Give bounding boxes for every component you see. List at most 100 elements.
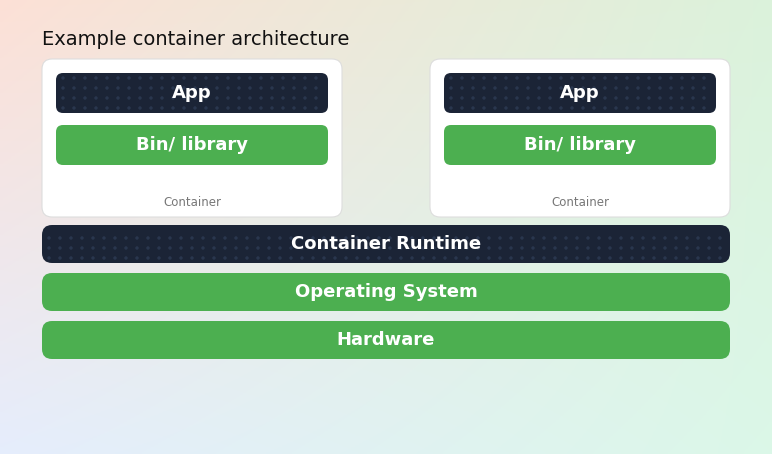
Circle shape [169,257,171,259]
Circle shape [117,77,119,79]
Circle shape [216,97,218,99]
Circle shape [114,247,116,249]
Circle shape [246,257,248,259]
Circle shape [95,87,97,89]
Circle shape [315,97,317,99]
Circle shape [293,77,295,79]
Circle shape [549,97,551,99]
Circle shape [703,107,705,109]
Circle shape [224,257,226,259]
Circle shape [158,257,160,259]
Circle shape [172,77,174,79]
Circle shape [598,237,600,239]
Circle shape [271,97,273,99]
Circle shape [472,107,474,109]
Circle shape [455,247,457,249]
Circle shape [400,247,402,249]
Circle shape [312,257,314,259]
Circle shape [466,237,468,239]
Circle shape [571,77,573,79]
Circle shape [593,87,595,89]
Circle shape [587,257,589,259]
Circle shape [521,257,523,259]
Circle shape [510,247,512,249]
Circle shape [95,97,97,99]
Circle shape [183,77,185,79]
Circle shape [117,97,119,99]
Circle shape [681,107,683,109]
Circle shape [183,87,185,89]
Circle shape [648,107,650,109]
Circle shape [345,237,347,239]
Circle shape [686,257,688,259]
Circle shape [224,237,226,239]
Circle shape [615,107,617,109]
Circle shape [494,107,496,109]
Circle shape [161,107,163,109]
Circle shape [648,77,650,79]
Circle shape [191,257,193,259]
Circle shape [571,87,573,89]
Circle shape [169,237,171,239]
Circle shape [560,77,562,79]
Circle shape [103,257,105,259]
Circle shape [106,107,108,109]
Circle shape [642,237,644,239]
Circle shape [150,77,152,79]
Circle shape [450,97,452,99]
Circle shape [92,237,94,239]
Circle shape [227,77,229,79]
Circle shape [172,107,174,109]
Circle shape [304,107,306,109]
Circle shape [708,237,710,239]
Circle shape [92,257,94,259]
Circle shape [571,107,573,109]
Circle shape [169,247,171,249]
FancyBboxPatch shape [56,73,328,113]
Circle shape [128,77,130,79]
Circle shape [202,247,204,249]
Circle shape [257,237,259,239]
Text: Operating System: Operating System [295,283,477,301]
Circle shape [631,257,633,259]
Circle shape [554,247,556,249]
Circle shape [692,107,694,109]
Circle shape [84,87,86,89]
Circle shape [389,257,391,259]
Text: Container: Container [551,197,609,209]
Circle shape [505,77,507,79]
Circle shape [653,247,655,249]
Circle shape [301,237,303,239]
Circle shape [637,87,639,89]
Circle shape [202,237,204,239]
FancyBboxPatch shape [444,73,716,113]
Circle shape [59,247,61,249]
Circle shape [106,97,108,99]
Circle shape [593,77,595,79]
Text: App: App [172,84,212,102]
Circle shape [444,247,446,249]
Circle shape [450,87,452,89]
Circle shape [147,247,149,249]
FancyBboxPatch shape [42,273,730,311]
Circle shape [158,237,160,239]
Circle shape [106,77,108,79]
Circle shape [494,77,496,79]
Circle shape [293,107,295,109]
Circle shape [422,237,424,239]
Circle shape [433,237,435,239]
Circle shape [615,77,617,79]
Circle shape [139,77,141,79]
Circle shape [323,237,325,239]
Circle shape [422,257,424,259]
Circle shape [139,87,141,89]
Circle shape [216,107,218,109]
Circle shape [675,257,677,259]
Circle shape [692,77,694,79]
Circle shape [301,257,303,259]
Circle shape [158,247,160,249]
Circle shape [560,107,562,109]
Circle shape [323,247,325,249]
Circle shape [150,87,152,89]
Circle shape [516,97,518,99]
